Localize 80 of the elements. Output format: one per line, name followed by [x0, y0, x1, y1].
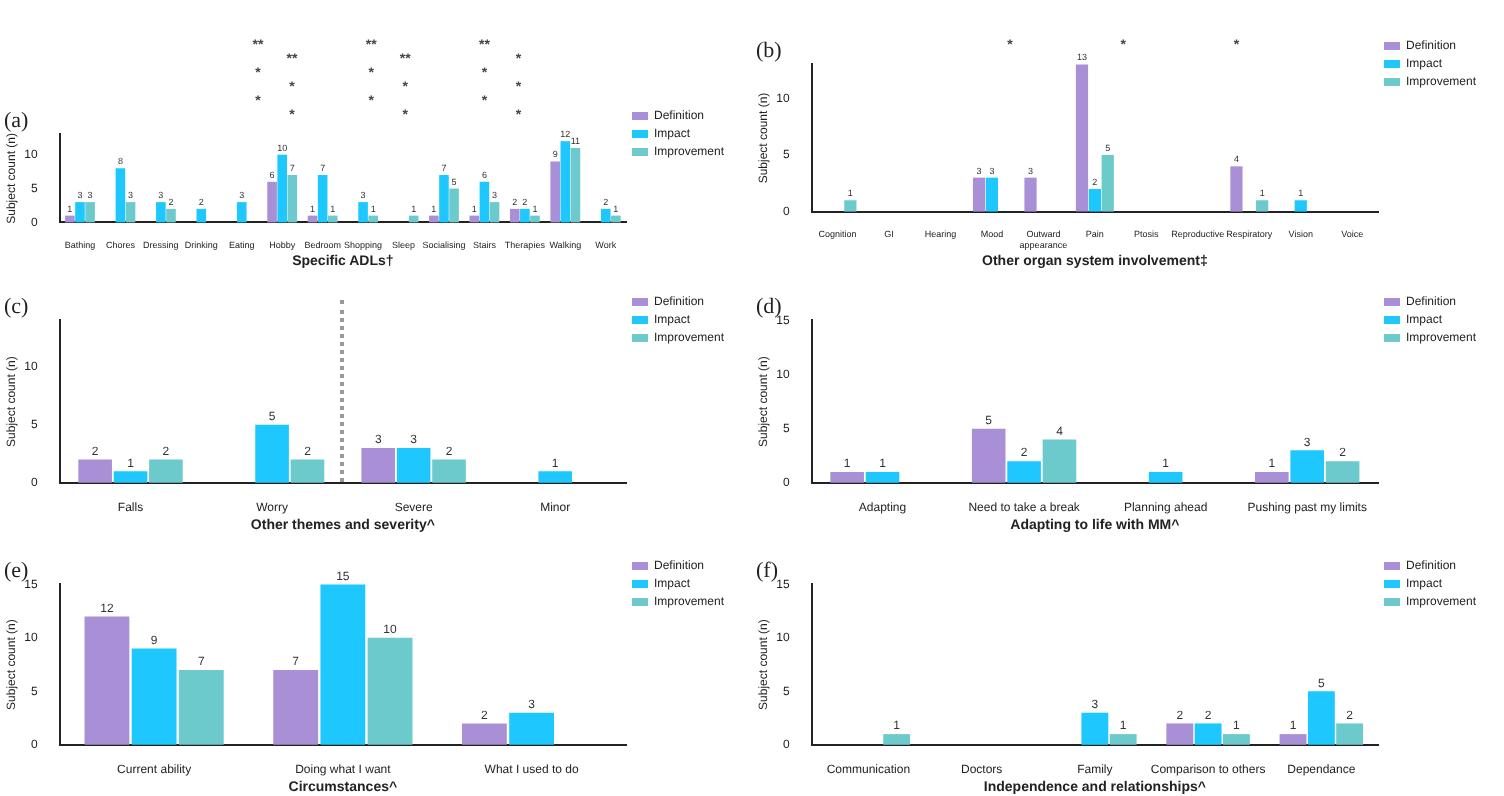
- bar: [1294, 200, 1307, 212]
- bar: [85, 202, 95, 223]
- bar: [844, 200, 857, 212]
- bar: [115, 168, 126, 223]
- bar: [1255, 471, 1289, 483]
- bar: [509, 208, 520, 223]
- bar: [432, 459, 466, 483]
- chart-title: (f): [756, 558, 779, 583]
- bar: [290, 459, 325, 483]
- bar: [560, 141, 571, 223]
- bar: [972, 177, 986, 212]
- bar: [1101, 154, 1114, 212]
- bar: [273, 669, 319, 745]
- bar: [1336, 723, 1364, 745]
- bar: [65, 215, 75, 223]
- bar: [883, 734, 911, 745]
- bar: [156, 202, 166, 223]
- bar: [166, 208, 176, 223]
- bar: [429, 215, 439, 223]
- bar: [830, 471, 864, 483]
- bar: [1194, 723, 1222, 745]
- chart-title: (e): [4, 558, 30, 583]
- bar: [367, 637, 413, 745]
- bar: [1307, 691, 1335, 745]
- bar: [78, 459, 112, 483]
- bar: [178, 669, 224, 745]
- bar: [1148, 471, 1183, 483]
- bar: [1024, 177, 1037, 212]
- bar: [1075, 64, 1089, 212]
- bar: [550, 161, 560, 223]
- bar: [196, 208, 207, 223]
- chart-title: (d): [756, 294, 783, 319]
- bar: [361, 448, 396, 483]
- bar: [236, 202, 247, 223]
- bar: [287, 175, 298, 223]
- bar: [1279, 734, 1307, 745]
- bar: [530, 215, 540, 223]
- bar: [520, 208, 530, 223]
- bar: [75, 202, 85, 223]
- bar: [865, 471, 900, 483]
- bar: [439, 175, 449, 223]
- bar: [600, 208, 611, 223]
- bar: [131, 648, 177, 745]
- bar: [1166, 723, 1194, 745]
- bar: [149, 459, 183, 483]
- bar: [479, 181, 490, 223]
- bar: [327, 215, 338, 223]
- chart-title: (a): [4, 108, 30, 133]
- bar: [368, 215, 378, 223]
- bar: [267, 181, 277, 223]
- bar: [317, 175, 328, 223]
- bar: [1081, 712, 1109, 745]
- bar: [84, 616, 130, 745]
- bar: [462, 723, 507, 745]
- bar: [449, 188, 459, 223]
- bar: [1222, 734, 1250, 745]
- bar: [125, 202, 136, 223]
- bar: [358, 202, 368, 223]
- bar: [611, 215, 621, 223]
- bar: [489, 202, 500, 223]
- bar: [113, 471, 148, 483]
- bar: [255, 424, 289, 483]
- bar: [1007, 461, 1041, 483]
- bar: [320, 584, 366, 745]
- bar: [538, 471, 573, 483]
- chart-title: (b): [756, 38, 783, 63]
- bar: [1088, 188, 1101, 212]
- bar: [1325, 461, 1360, 483]
- bar: [509, 712, 555, 745]
- bar: [1042, 439, 1077, 483]
- bar: [570, 147, 581, 223]
- bar: [971, 428, 1006, 483]
- bar: [1109, 734, 1137, 745]
- bar: [277, 154, 287, 223]
- bar: [1230, 166, 1243, 212]
- bar: [396, 448, 431, 483]
- bar: [1290, 450, 1325, 483]
- bar: [1256, 200, 1269, 212]
- chart-title: (c): [4, 294, 30, 319]
- bar: [985, 177, 999, 212]
